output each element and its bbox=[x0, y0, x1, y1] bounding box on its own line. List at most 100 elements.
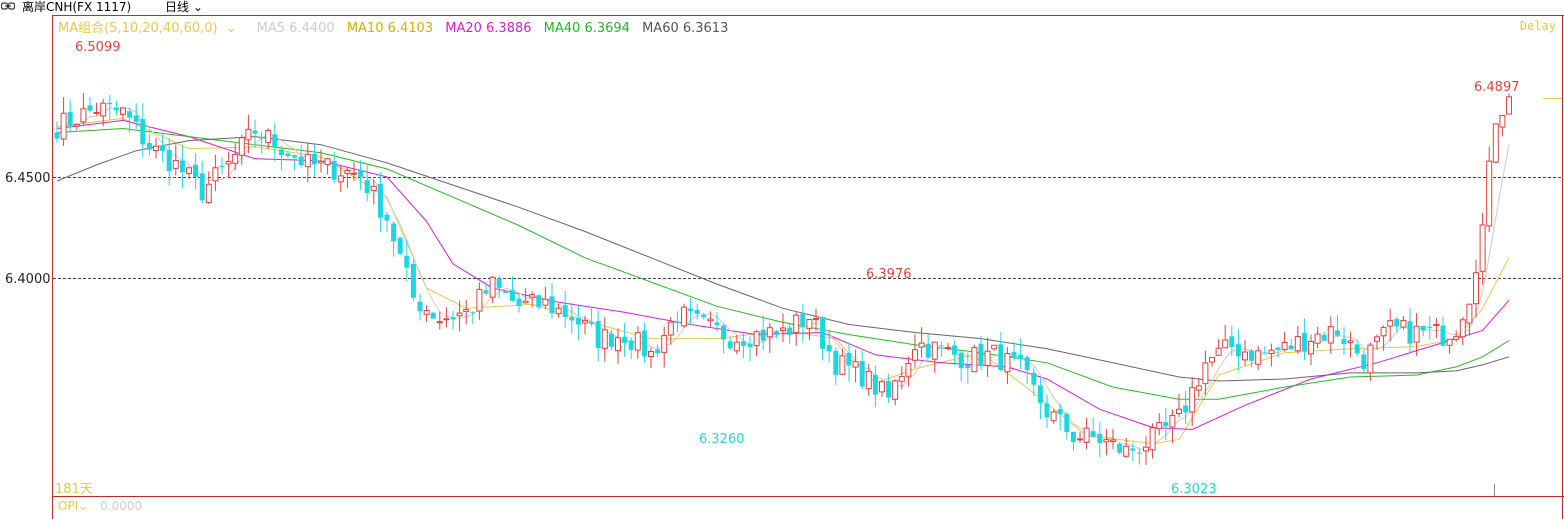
candle-body bbox=[674, 321, 680, 324]
candle bbox=[694, 303, 700, 320]
candle bbox=[622, 323, 628, 357]
candle-body bbox=[733, 341, 740, 352]
candle bbox=[1407, 308, 1413, 354]
candle bbox=[1479, 212, 1486, 285]
candle-body bbox=[879, 381, 885, 393]
period-selector[interactable]: 日线 ⌄ bbox=[165, 0, 203, 15]
candle bbox=[925, 333, 931, 359]
opi-selector[interactable]: OPI⌄ bbox=[58, 499, 88, 513]
candle bbox=[1394, 316, 1400, 333]
candle bbox=[404, 240, 410, 282]
opi-indicator[interactable]: OPI⌄ 0.0000 bbox=[58, 499, 142, 513]
candle bbox=[252, 119, 258, 148]
candle-body bbox=[701, 314, 707, 318]
candle-body bbox=[1486, 160, 1493, 227]
candle-body bbox=[127, 111, 133, 118]
candle bbox=[1242, 339, 1248, 366]
annotation-low-2: 6.3023 bbox=[1171, 482, 1217, 497]
candle-body bbox=[833, 350, 839, 375]
candle bbox=[1354, 340, 1360, 357]
candle bbox=[1024, 354, 1030, 385]
candle bbox=[1222, 324, 1229, 349]
candle-body bbox=[793, 314, 800, 334]
candle-body bbox=[364, 180, 370, 194]
candle bbox=[727, 336, 733, 351]
candle bbox=[952, 340, 958, 365]
candle bbox=[205, 171, 212, 205]
candle bbox=[225, 152, 232, 178]
candle-body bbox=[1420, 325, 1426, 331]
candle-body bbox=[1407, 321, 1413, 344]
candle-body bbox=[503, 290, 509, 293]
ma5-legend: MA5 6.4400 bbox=[256, 21, 335, 36]
candle-body bbox=[370, 185, 377, 191]
candle bbox=[1420, 325, 1426, 337]
candle bbox=[1262, 346, 1268, 354]
candle bbox=[820, 316, 826, 361]
candle bbox=[1136, 448, 1142, 465]
candle bbox=[760, 315, 766, 350]
candle-body bbox=[1057, 409, 1063, 415]
candle bbox=[193, 153, 199, 190]
candle bbox=[1156, 413, 1163, 436]
candle-body bbox=[634, 332, 641, 351]
candle bbox=[160, 133, 166, 162]
candle bbox=[681, 303, 687, 328]
candle bbox=[186, 166, 192, 179]
candle bbox=[80, 93, 87, 125]
candle bbox=[1090, 417, 1096, 438]
candle bbox=[1195, 378, 1202, 398]
candle-body bbox=[1394, 319, 1400, 327]
candle-body bbox=[721, 325, 727, 340]
candle-body bbox=[694, 309, 700, 314]
candle bbox=[1064, 411, 1070, 440]
candle bbox=[463, 299, 470, 325]
candle-body bbox=[391, 223, 397, 242]
chevron-down-icon: ⌄ bbox=[189, 0, 203, 14]
candle bbox=[219, 157, 225, 175]
candle-body bbox=[536, 295, 542, 308]
ma40-line bbox=[56, 127, 1510, 400]
link-icon[interactable] bbox=[1, 1, 15, 11]
candle-body bbox=[476, 288, 483, 312]
candle bbox=[978, 336, 984, 371]
candle bbox=[1050, 409, 1057, 424]
candle-body bbox=[1163, 422, 1169, 427]
candle bbox=[179, 145, 185, 188]
candle-body bbox=[905, 362, 912, 377]
candle bbox=[331, 151, 337, 184]
candle bbox=[298, 144, 304, 168]
candle-body bbox=[1110, 439, 1116, 443]
candle-body bbox=[1195, 385, 1202, 391]
candle-body bbox=[820, 316, 826, 349]
candle-body bbox=[456, 312, 463, 317]
delay-badge: Delay bbox=[1519, 19, 1556, 33]
candle bbox=[140, 103, 146, 158]
title-bar: 离岸CNH(FX 1117) 日线 ⌄ bbox=[0, 0, 1564, 14]
ma-group-selector[interactable]: MA组合(5,10,20,40,60,0) ⌄ bbox=[58, 21, 245, 36]
candle bbox=[562, 291, 568, 328]
candle bbox=[595, 310, 601, 362]
candle bbox=[100, 98, 107, 127]
ma20-line bbox=[56, 119, 1510, 431]
candle-body bbox=[1479, 224, 1486, 272]
candle-body bbox=[991, 344, 998, 350]
candle bbox=[608, 329, 614, 350]
candle-body bbox=[120, 107, 126, 115]
symbol-name[interactable]: 离岸CNH(FX 1117) bbox=[22, 0, 132, 14]
candle bbox=[905, 356, 912, 387]
candle-body bbox=[628, 340, 634, 350]
candle bbox=[153, 138, 159, 159]
y-tick-6.4500: 6.4500 bbox=[5, 171, 51, 186]
candle bbox=[292, 154, 298, 171]
candle-body bbox=[470, 312, 476, 314]
candle-body bbox=[1466, 303, 1473, 324]
candle-body bbox=[1011, 352, 1017, 359]
candle-body bbox=[865, 370, 872, 390]
candle bbox=[661, 326, 668, 368]
candle bbox=[1427, 316, 1433, 341]
candle-body bbox=[852, 361, 859, 368]
candle bbox=[1275, 346, 1281, 358]
candle-body bbox=[443, 318, 450, 321]
